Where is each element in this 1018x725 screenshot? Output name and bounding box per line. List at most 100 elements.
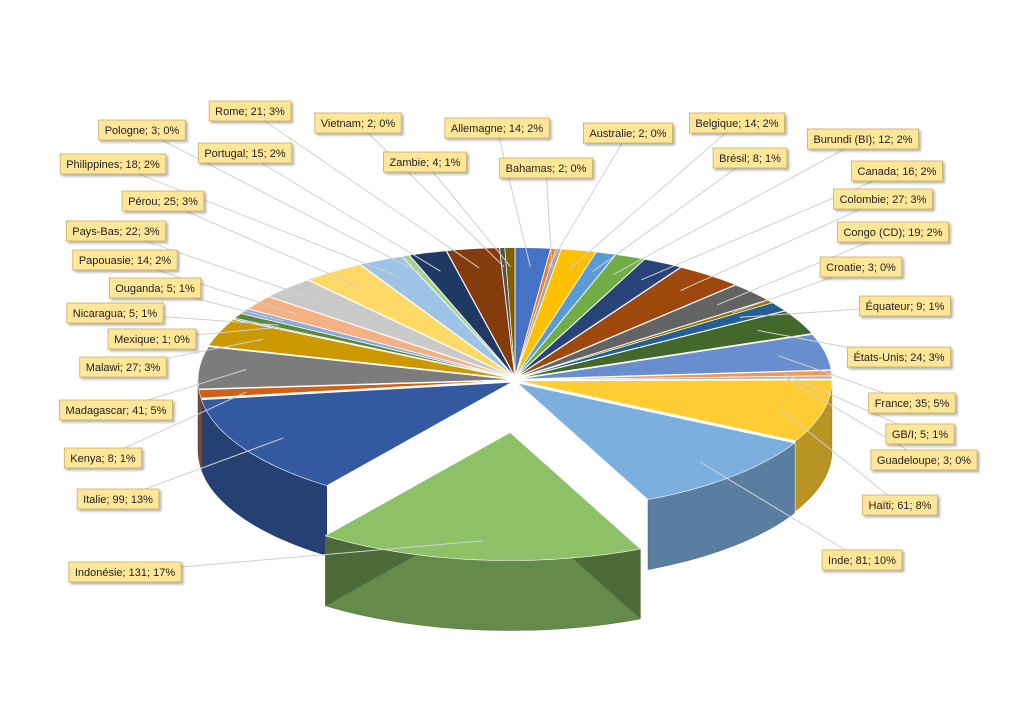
label-box bbox=[870, 449, 978, 471]
slice bbox=[246, 296, 512, 378]
data-label: États-Unis; 24; 3% bbox=[847, 346, 951, 368]
label-text: Pologne; 3; 0% bbox=[105, 125, 180, 137]
slice bbox=[518, 375, 833, 381]
data-label: Zambie; 4; 1% bbox=[383, 151, 467, 173]
labels: Allemagne; 14; 2% Australie; 2; 0% Bahamas… bbox=[59, 100, 978, 583]
data-label: Nicaragua; 5; 1% bbox=[66, 302, 164, 324]
label-box bbox=[837, 221, 949, 243]
slice bbox=[408, 250, 515, 376]
data-label: Bahamas; 2; 0% bbox=[499, 157, 593, 179]
slice bbox=[518, 334, 832, 380]
leader-line bbox=[568, 122, 738, 270]
label-text: Rome; 21; 3% bbox=[215, 106, 285, 118]
slice bbox=[268, 279, 513, 378]
slice-side bbox=[197, 379, 200, 459]
label-text: Kenya; 8; 1% bbox=[70, 453, 136, 465]
leaders bbox=[102, 110, 925, 573]
label-box bbox=[583, 122, 673, 144]
label-text: Nicaragua; 5; 1% bbox=[73, 308, 158, 320]
label-box bbox=[851, 160, 943, 182]
label-box bbox=[59, 399, 173, 421]
pie-tops bbox=[197, 247, 833, 561]
data-label: Congo (CD); 19; 2% bbox=[837, 221, 949, 243]
label-box bbox=[862, 494, 938, 516]
leader-line bbox=[592, 157, 751, 272]
label-box bbox=[444, 117, 550, 139]
label-text: GB/I; 5; 1% bbox=[892, 429, 948, 441]
data-label: Vietnam; 2; 0% bbox=[314, 112, 402, 134]
label-box bbox=[859, 295, 951, 317]
slice bbox=[515, 248, 597, 376]
data-label: Philippines; 18; 2% bbox=[59, 153, 167, 175]
data-label: France; 35; 5% bbox=[868, 392, 956, 414]
data-label: Portugal; 15; 2% bbox=[197, 142, 293, 164]
slice bbox=[518, 379, 833, 442]
leader-line bbox=[777, 406, 901, 506]
leader-line bbox=[424, 161, 512, 268]
data-label: Papouasie; 14; 2% bbox=[72, 249, 178, 271]
data-label: Kenya; 8; 1% bbox=[63, 447, 143, 469]
data-label: GB/I; 5; 1% bbox=[885, 423, 955, 445]
slice bbox=[516, 254, 646, 377]
leader-line bbox=[115, 230, 322, 302]
label-box bbox=[63, 447, 143, 469]
label-text: Philippines; 18; 2% bbox=[66, 159, 160, 171]
slice bbox=[201, 382, 512, 486]
label-text: Papouasie; 14; 2% bbox=[79, 255, 172, 267]
label-text: Madagascar; 41; 5% bbox=[66, 405, 167, 417]
data-label: Canada; 16; 2% bbox=[851, 160, 943, 182]
label-text: Canada; 16; 2% bbox=[858, 166, 937, 178]
label-text: Mexique; 1; 0% bbox=[114, 334, 190, 346]
leader-line bbox=[496, 127, 531, 268]
label-box bbox=[712, 147, 788, 169]
slice bbox=[517, 267, 736, 377]
label-box bbox=[885, 423, 955, 445]
label-text: Guadeloupe; 3; 0% bbox=[877, 455, 971, 467]
leader-line bbox=[102, 391, 247, 459]
label-box bbox=[121, 190, 205, 212]
data-label: Italie; 99; 13% bbox=[76, 488, 160, 510]
label-text: Portugal; 15; 2% bbox=[204, 148, 286, 160]
label-box bbox=[59, 153, 167, 175]
data-label: Burundi (BI); 12; 2% bbox=[807, 128, 919, 150]
data-label: Pérou; 25; 3% bbox=[121, 190, 205, 212]
label-box bbox=[807, 128, 919, 150]
leader-line bbox=[716, 231, 894, 306]
data-label: Équateur; 9; 1% bbox=[859, 295, 951, 317]
label-text: Colombie; 27; 3% bbox=[840, 194, 927, 206]
label-text: États-Unis; 24; 3% bbox=[853, 351, 944, 364]
label-text: Pérou; 25; 3% bbox=[128, 196, 198, 208]
label-text: Pays-Bas; 22; 3% bbox=[72, 226, 160, 238]
leader-line bbox=[124, 540, 484, 573]
label-text: Zambie; 4; 1% bbox=[390, 157, 461, 169]
label-box bbox=[79, 356, 167, 378]
label-box bbox=[66, 302, 164, 324]
label-text: Bahamas; 2; 0% bbox=[506, 163, 587, 175]
label-text: Allemagne; 14; 2% bbox=[451, 123, 544, 135]
leader-line bbox=[112, 163, 401, 278]
label-box bbox=[821, 549, 903, 571]
data-label: Guadeloupe; 3; 0% bbox=[870, 449, 978, 471]
data-label: Mexique; 1; 0% bbox=[107, 328, 197, 350]
leader-line bbox=[680, 198, 884, 292]
label-text: Burundi (BI); 12; 2% bbox=[813, 134, 912, 146]
slice bbox=[197, 346, 512, 390]
slice bbox=[504, 247, 516, 376]
label-box bbox=[108, 277, 202, 299]
label-box bbox=[868, 392, 956, 414]
slice bbox=[514, 247, 551, 376]
label-text: Brésil; 8; 1% bbox=[719, 153, 781, 165]
label-box bbox=[197, 142, 293, 164]
label-box bbox=[76, 488, 160, 510]
label-text: Malawi; 27; 3% bbox=[86, 362, 161, 374]
slice-side bbox=[198, 389, 202, 469]
leader-line bbox=[547, 132, 629, 268]
label-box bbox=[68, 561, 182, 583]
data-label: Australie; 2; 0% bbox=[583, 122, 673, 144]
leader-line bbox=[162, 200, 361, 288]
leader-line bbox=[141, 129, 423, 275]
data-label: Rome; 21; 3% bbox=[208, 100, 292, 122]
label-text: Indonésie; 131; 17% bbox=[75, 567, 176, 579]
data-label: Allemagne; 14; 2% bbox=[444, 117, 550, 139]
